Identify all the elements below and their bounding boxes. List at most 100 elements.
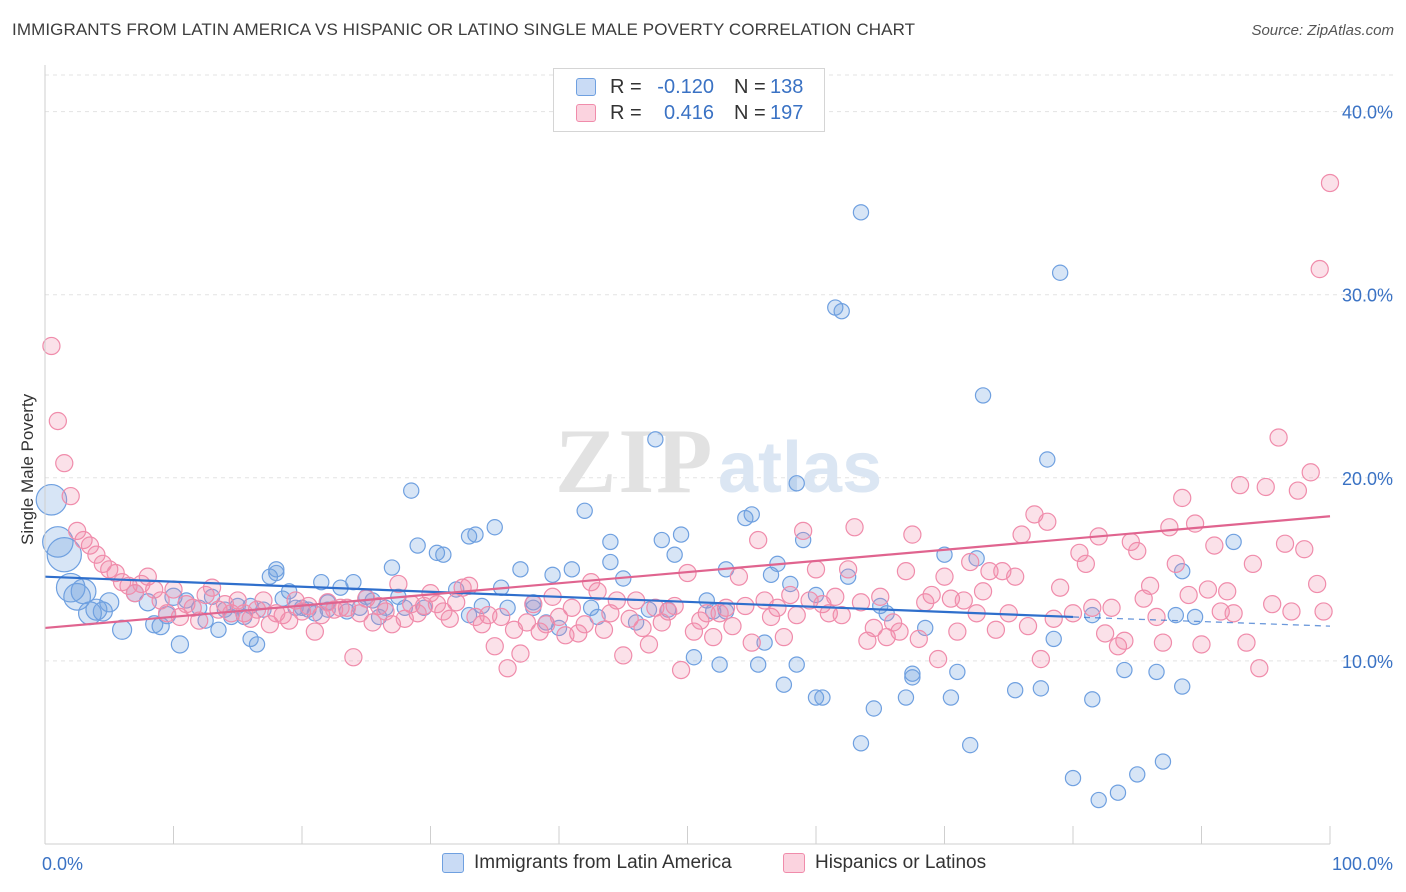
data-point [1275,534,1295,553]
data-point [467,526,484,543]
data-point [1084,691,1101,708]
data-point [588,582,607,601]
watermark-zip: ZIP [555,410,714,512]
data-point [1064,769,1082,787]
data-point [852,204,870,221]
data-point [865,700,883,717]
data-point [1179,585,1198,605]
legend-item-hispanics[interactable]: Hispanics or Latinos [783,852,986,874]
data-point [1039,451,1056,468]
legend-swatch-pink [783,853,805,873]
data-point [973,582,993,601]
data-point [1192,635,1211,654]
data-point [1173,488,1192,508]
data-point [530,622,549,641]
legend-n-label: N = [734,75,766,98]
data-point [736,596,755,616]
data-point [1095,624,1115,643]
data-point [344,648,363,667]
data-point [806,560,826,579]
trend-line [44,515,1331,630]
data-point [949,663,966,681]
data-point [492,607,511,627]
y-tick-label: 20.0% [1342,469,1393,489]
data-point [268,564,285,582]
data-point [787,605,806,625]
series-immigrants-points [35,204,1242,809]
data-point [814,689,831,706]
legend-r-label: R = [610,75,642,98]
data-point [1205,536,1224,555]
y-tick-label: 40.0% [1342,103,1393,123]
data-point [716,598,736,617]
data-point [1128,541,1147,561]
legend-item-immigrants[interactable]: Immigrants from Latin America [442,852,732,874]
data-point [428,544,446,562]
data-point [909,629,928,649]
data-point [1018,616,1038,636]
data-point [1225,533,1242,551]
data-point [1038,512,1057,531]
data-point [1301,463,1320,482]
data-point [403,482,420,499]
data-point [781,585,800,605]
data-point [633,618,652,638]
data-point [1186,608,1204,626]
data-point [948,622,967,641]
data-point [1154,753,1172,770]
data-point [980,562,999,581]
data-point [67,521,87,541]
data-point [486,519,503,536]
data-point [1115,631,1134,650]
data-point [743,506,760,523]
data-point [749,530,768,550]
data-point [1045,630,1062,648]
data-point [742,633,761,652]
data-point [833,302,850,320]
legend-r-label: R = [610,101,642,124]
legend-row-immigrants: R = -0.120 N = 138 [576,74,803,100]
data-point [582,599,600,617]
data-point [427,594,447,614]
data-point [671,660,691,680]
data-point [35,483,68,516]
data-point [434,602,453,621]
data-point [202,578,222,597]
data-point [1307,574,1327,594]
data-point [1160,518,1179,537]
data-point [485,637,504,656]
data-point [974,387,992,404]
legend-swatch-blue [442,853,464,873]
trend-lines [44,515,1331,630]
data-point [852,735,870,752]
legend-n-value: 138 [770,75,804,98]
data-point [749,656,767,673]
data-point [942,689,960,706]
data-point [839,568,857,585]
data-point [607,591,626,610]
legend-n-label: N = [734,101,766,124]
y-axis-label-wrap: Single Male Poverty [18,394,38,565]
data-point [1174,678,1191,695]
data-point [511,644,530,663]
data-point [1218,582,1237,601]
data-point [602,533,619,551]
legend-row-hispanics: R = 0.416 N = 197 [576,100,803,126]
data-point [1140,576,1160,595]
data-point [1263,594,1282,614]
data-point [460,528,478,545]
chart-source: Source: ZipAtlas.com [1251,22,1394,39]
data-point [1090,791,1107,809]
data-point [42,336,61,356]
data-point [697,604,716,623]
data-point [1243,554,1263,574]
data-point [1148,663,1165,681]
data-point [794,521,813,541]
legend-label-immigrants: Immigrants from Latin America [474,852,732,873]
data-point [1102,598,1121,617]
data-point [1198,580,1218,599]
data-point [1230,475,1250,495]
data-point [653,531,671,549]
data-point [260,615,280,634]
